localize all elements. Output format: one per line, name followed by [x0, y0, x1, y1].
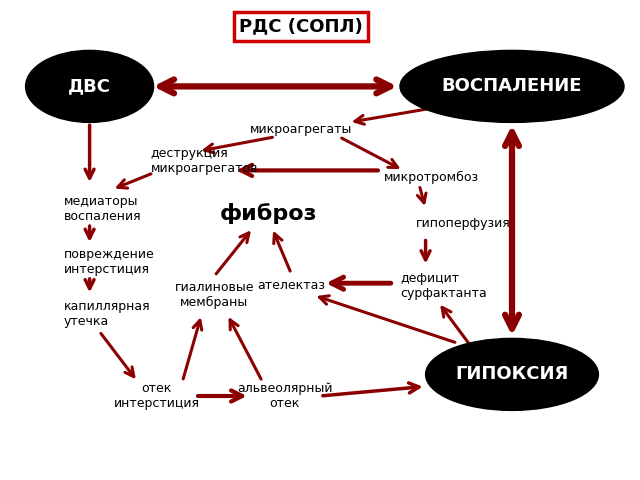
Ellipse shape — [26, 50, 154, 122]
Text: повреждение
интерстиция: повреждение интерстиция — [64, 248, 155, 276]
Text: альвеолярный
отек: альвеолярный отек — [237, 382, 333, 410]
Text: дефицит
сурфактанта: дефицит сурфактанта — [400, 272, 487, 300]
Text: ГИПОКСИЯ: ГИПОКСИЯ — [456, 365, 568, 384]
Text: деструкция
микроагрегатов: деструкция микроагрегатов — [150, 147, 258, 175]
Text: медиаторы
воспаления: медиаторы воспаления — [64, 195, 141, 223]
Text: фиброз: фиброз — [220, 203, 317, 224]
Text: ателектаз: ателектаз — [257, 279, 325, 292]
Text: капиллярная
утечка: капиллярная утечка — [64, 300, 150, 328]
Text: гипоперфузия: гипоперфузия — [416, 216, 511, 230]
Text: РДС (СОПЛ): РДС (СОПЛ) — [239, 17, 363, 36]
Text: отек
интерстиция: отек интерстиция — [114, 382, 200, 410]
Text: ДВС: ДВС — [68, 77, 111, 96]
Text: микротромбоз: микротромбоз — [384, 171, 479, 184]
Text: гиалиновые
мембраны: гиалиновые мембраны — [175, 281, 254, 309]
Ellipse shape — [426, 338, 598, 410]
Ellipse shape — [400, 50, 624, 122]
Text: ВОСПАЛЕНИЕ: ВОСПАЛЕНИЕ — [442, 77, 582, 96]
Text: микроагрегаты: микроагрегаты — [250, 123, 352, 136]
